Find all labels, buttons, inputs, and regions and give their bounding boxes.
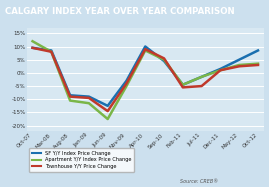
Text: Source: CREB®: Source: CREB®: [180, 179, 218, 184]
Legend: SF Y/Y Index Price Change, Apartment Y/Y Index Price Change, Townhouse Y/Y Price: SF Y/Y Index Price Change, Apartment Y/Y…: [29, 148, 134, 172]
Text: CALGARY INDEX YEAR OVER YEAR COMPARISON: CALGARY INDEX YEAR OVER YEAR COMPARISON: [5, 7, 235, 16]
